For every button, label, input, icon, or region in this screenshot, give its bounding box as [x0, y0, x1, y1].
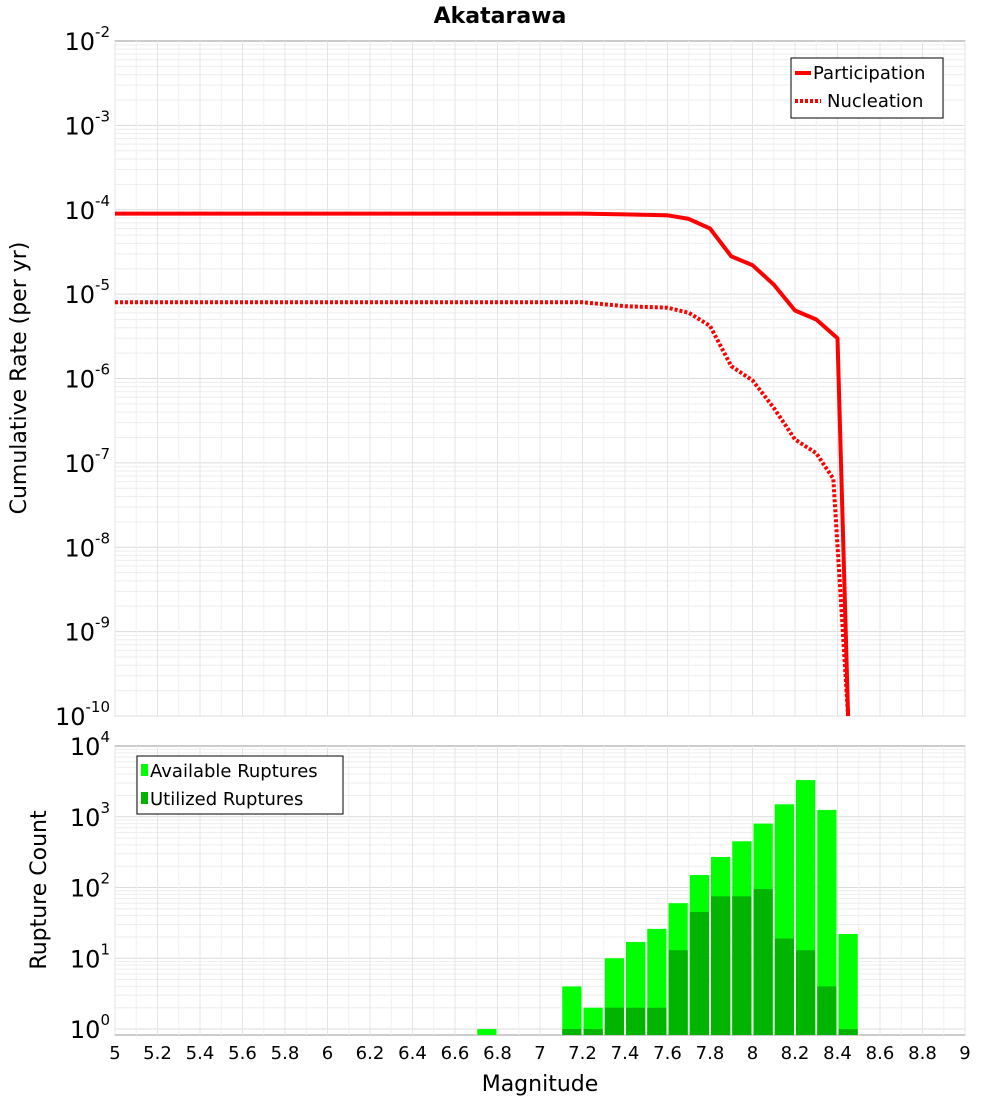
- bottom-y-tick-label: 100: [70, 1011, 110, 1044]
- top-y-tick-label-text: 10-8: [64, 529, 110, 562]
- top-y-axis-label: Cumulative Rate (per yr): [7, 242, 32, 515]
- available-ruptures-bar: [583, 1007, 603, 1035]
- bottom-y-tick-label-text: 101: [70, 940, 110, 973]
- rate-legend: Participation Nucleation: [790, 57, 944, 119]
- utilized-ruptures-bar: [604, 1007, 624, 1035]
- top-y-tick-label-text: 10-3: [64, 107, 110, 140]
- x-tick-label: 7.6: [653, 1043, 682, 1064]
- available-ruptures-bar: [817, 809, 837, 1035]
- x-tick-labels: 5 5.2 5.4 5.6 5.8 6 6.2 6.4 6.6 6.8 7 7.2 7.4 7.6 7.8 8…: [109, 1043, 970, 1064]
- x-tick-label: 8: [747, 1043, 758, 1064]
- utilized-ruptures-bar: [711, 896, 731, 1035]
- top-y-tick-label-text: 10-7: [64, 445, 110, 478]
- x-tick-label: 8.8: [908, 1043, 937, 1064]
- x-tick-label: 7.2: [568, 1043, 597, 1064]
- utilized-ruptures-bar: [626, 1007, 646, 1035]
- utilized-ruptures-bar: [838, 1029, 858, 1035]
- rupture-legend: Available Ruptures Utilized Ruptures: [136, 755, 344, 815]
- x-tick-label: 5.8: [271, 1043, 300, 1064]
- top-y-tick-label-text: 10-6: [64, 361, 110, 394]
- cumulative-rate-panel: 10-10 10-9 10-8 10-7 10-6 10-5 10-4 10-3 10-2 Cu…: [7, 23, 966, 731]
- utilized-ruptures-bar: [668, 950, 688, 1035]
- x-tick-label: 6.2: [356, 1043, 385, 1064]
- top-grid: [114, 41, 966, 717]
- utilized-ruptures-bar: [817, 986, 837, 1035]
- x-tick-label: 9: [959, 1043, 970, 1064]
- rupture-bars: [477, 780, 858, 1035]
- utilized-ruptures-bar: [753, 889, 773, 1035]
- nucleation-line: [115, 300, 851, 717]
- top-y-tick-label: 10-2: [64, 23, 110, 56]
- x-tick-label: 6.8: [483, 1043, 512, 1064]
- rate-legend-box: [790, 57, 944, 119]
- x-axis-label: Magnitude: [482, 1072, 599, 1097]
- bottom-y-tick-label-text: 100: [70, 1011, 110, 1044]
- top-y-tick-label-text: 10-9: [64, 614, 110, 647]
- chart-title: Akatarawa: [434, 4, 567, 29]
- utilized-ruptures-bar: [732, 896, 752, 1035]
- x-tick-label: 8.6: [866, 1043, 895, 1064]
- top-y-tick-label: 10-8: [64, 529, 110, 562]
- top-y-tick-label: 10-10: [55, 698, 110, 731]
- bottom-y-tick-label: 102: [70, 870, 110, 903]
- utilized-ruptures-bar: [774, 938, 794, 1035]
- x-tick-label: 6: [322, 1043, 333, 1064]
- top-y-tick-label: 10-4: [64, 192, 110, 225]
- x-tick-label: 7.4: [611, 1043, 640, 1064]
- bottom-y-tick-label: 103: [70, 799, 110, 832]
- utilized-ruptures-bar: [647, 1007, 667, 1035]
- legend-available-swatch: [141, 764, 148, 776]
- legend-utilized-swatch: [141, 792, 148, 804]
- legend-available-label: Available Ruptures: [150, 761, 318, 782]
- bottom-y-tick-label: 104: [70, 728, 110, 761]
- top-y-tick-label-text: 10-2: [64, 23, 110, 56]
- rupture-legend-box: [136, 755, 344, 815]
- bottom-y-tick-label-text: 103: [70, 799, 110, 832]
- x-tick-label: 8.2: [781, 1043, 810, 1064]
- bottom-y-tick-labels: 100 101 102 103 104: [70, 728, 110, 1044]
- top-y-tick-label: 10-6: [64, 361, 110, 394]
- utilized-ruptures-bar: [689, 912, 709, 1035]
- bottom-y-tick-label-text: 102: [70, 870, 110, 903]
- utilized-ruptures-bar: [583, 1029, 603, 1035]
- x-tick-label: 5.6: [228, 1043, 257, 1064]
- bottom-y-axis-label: Rupture Count: [27, 810, 52, 970]
- top-y-tick-labels: 10-10 10-9 10-8 10-7 10-6 10-5 10-4 10-3 10-2: [55, 23, 110, 731]
- x-tick-label: 5.4: [186, 1043, 215, 1064]
- utilized-ruptures-bar: [562, 1029, 582, 1035]
- bottom-y-tick-label: 101: [70, 940, 110, 973]
- bottom-y-tick-label-text: 104: [70, 728, 110, 761]
- top-y-tick-label: 10-9: [64, 614, 110, 647]
- x-tick-label: 7: [534, 1043, 545, 1064]
- x-tick-label: 6.4: [398, 1043, 427, 1064]
- top-y-tick-label-text: 10-4: [64, 192, 110, 225]
- top-y-tick-label: 10-7: [64, 445, 110, 478]
- rate-lines: [115, 211, 851, 717]
- x-tick-label: 5: [109, 1043, 120, 1064]
- rupture-count-panel: 100 101 102 103 104 5 5.2 5.4 5.6 5.8 6 6.2 6.4 6.6 6…: [27, 728, 971, 1097]
- utilized-ruptures-bar: [796, 950, 816, 1035]
- available-ruptures-bar: [562, 986, 582, 1035]
- x-tick-label: 6.6: [441, 1043, 470, 1064]
- participation-line: [115, 211, 851, 717]
- legend-utilized-label: Utilized Ruptures: [150, 789, 303, 810]
- x-tick-label: 7.8: [696, 1043, 725, 1064]
- legend-nucleation-label: Nucleation: [827, 91, 923, 112]
- top-y-tick-label-text: 10-10: [55, 698, 110, 731]
- x-tick-label: 5.2: [143, 1043, 172, 1064]
- top-y-tick-label-text: 10-5: [64, 276, 110, 309]
- legend-participation-label: Participation: [813, 63, 925, 84]
- top-y-tick-label: 10-3: [64, 107, 110, 140]
- top-y-tick-label: 10-5: [64, 276, 110, 309]
- available-ruptures-bar: [838, 934, 858, 1035]
- x-tick-label: 8.4: [823, 1043, 852, 1064]
- available-ruptures-bar: [477, 1029, 497, 1035]
